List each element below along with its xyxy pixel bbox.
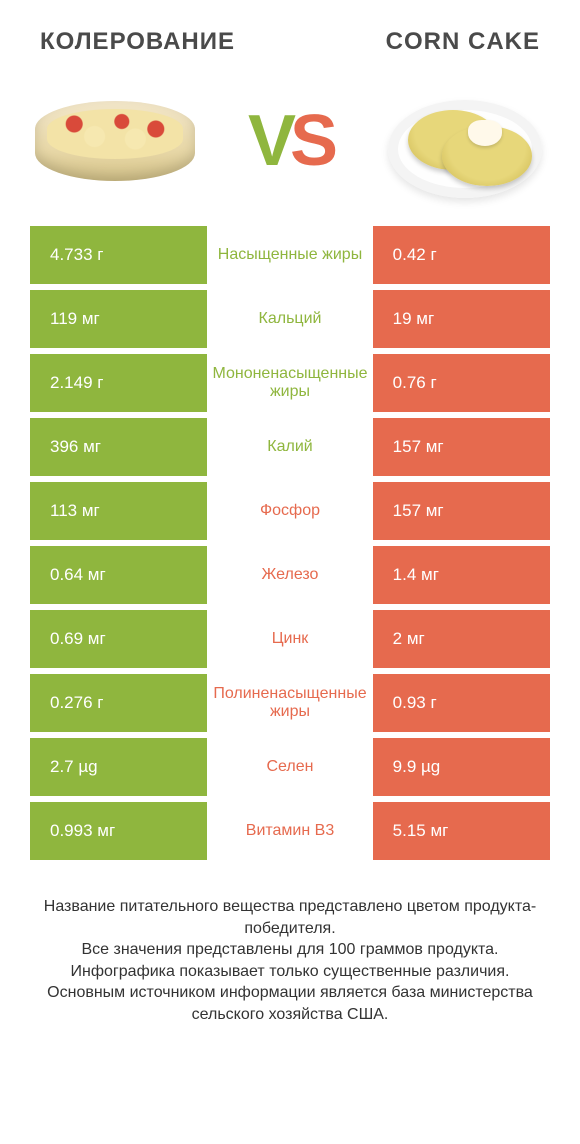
- value-right: 19 мг: [373, 290, 550, 348]
- table-row: 2.149 гМононенасыщенные жиры0.76 г: [30, 354, 550, 412]
- header: КОЛЕРОВАНИЕ CORN CAKE: [0, 0, 580, 66]
- value-right: 0.76 г: [373, 354, 550, 412]
- footer-note: Название питательного вещества представл…: [0, 866, 580, 1026]
- table-row: 396 мгКалий157 мг: [30, 418, 550, 476]
- value-right: 2 мг: [373, 610, 550, 668]
- value-left: 0.993 мг: [30, 802, 207, 860]
- table-row: 0.993 мгВитамин B35.15 мг: [30, 802, 550, 860]
- comparison-table: 4.733 гНасыщенные жиры0.42 г 119 мгКальци…: [0, 226, 580, 860]
- nutrient-label: Мононенасыщенные жиры: [207, 354, 372, 412]
- value-left: 0.276 г: [30, 674, 207, 732]
- value-left: 119 мг: [30, 290, 207, 348]
- value-right: 9.9 µg: [373, 738, 550, 796]
- nutrient-label: Железо: [207, 546, 372, 604]
- table-row: 0.64 мгЖелезо1.4 мг: [30, 546, 550, 604]
- vs-v: V: [248, 100, 290, 182]
- table-row: 4.733 гНасыщенные жиры0.42 г: [30, 226, 550, 284]
- nutrient-label: Селен: [207, 738, 372, 796]
- value-left: 2.7 µg: [30, 738, 207, 796]
- value-right: 157 мг: [373, 482, 550, 540]
- food-image-left: [30, 76, 200, 206]
- table-row: 119 мгКальций19 мг: [30, 290, 550, 348]
- value-left: 4.733 г: [30, 226, 207, 284]
- footer-text: Название питательного вещества представл…: [44, 898, 536, 1023]
- table-row: 0.69 мгЦинк2 мг: [30, 610, 550, 668]
- value-left: 0.69 мг: [30, 610, 207, 668]
- nutrient-label: Цинк: [207, 610, 372, 668]
- nutrient-label: Полиненасыщенные жиры: [207, 674, 372, 732]
- vs-s: S: [290, 100, 332, 182]
- vs-label: VS: [248, 100, 332, 182]
- table-row: 2.7 µgСелен9.9 µg: [30, 738, 550, 796]
- title-right: CORN CAKE: [386, 28, 540, 56]
- value-left: 0.64 мг: [30, 546, 207, 604]
- food-image-right: [380, 76, 550, 206]
- value-left: 396 мг: [30, 418, 207, 476]
- nutrient-label: Фосфор: [207, 482, 372, 540]
- title-left: КОЛЕРОВАНИЕ: [40, 28, 235, 56]
- value-right: 0.42 г: [373, 226, 550, 284]
- nutrient-label: Насыщенные жиры: [207, 226, 372, 284]
- corn-cake-icon: [380, 76, 550, 206]
- value-right: 5.15 мг: [373, 802, 550, 860]
- nutrient-label: Витамин B3: [207, 802, 372, 860]
- value-left: 113 мг: [30, 482, 207, 540]
- casserole-icon: [35, 101, 195, 181]
- nutrient-label: Калий: [207, 418, 372, 476]
- value-right: 157 мг: [373, 418, 550, 476]
- table-row: 113 мгФосфор157 мг: [30, 482, 550, 540]
- nutrient-label: Кальций: [207, 290, 372, 348]
- table-row: 0.276 гПолиненасыщенные жиры0.93 г: [30, 674, 550, 732]
- hero: VS: [0, 66, 580, 226]
- value-left: 2.149 г: [30, 354, 207, 412]
- value-right: 1.4 мг: [373, 546, 550, 604]
- value-right: 0.93 г: [373, 674, 550, 732]
